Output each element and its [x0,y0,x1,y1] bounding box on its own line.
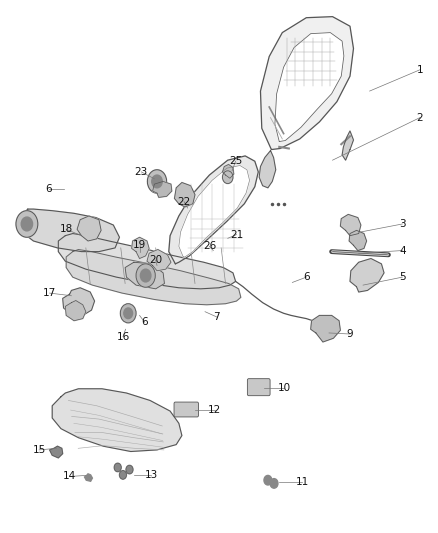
Text: 6: 6 [46,184,52,195]
Circle shape [141,269,151,282]
Polygon shape [349,230,367,251]
Polygon shape [147,249,171,271]
Polygon shape [19,209,120,252]
Polygon shape [342,131,353,160]
Text: 20: 20 [149,255,162,265]
Circle shape [120,304,136,323]
Text: 16: 16 [117,332,130,342]
Polygon shape [63,288,95,316]
Text: 12: 12 [208,405,221,415]
Polygon shape [66,249,241,305]
Circle shape [148,169,166,193]
Circle shape [126,465,133,474]
Polygon shape [350,259,384,292]
Text: 1: 1 [417,65,423,75]
Circle shape [114,463,121,472]
Text: 18: 18 [60,224,73,235]
Circle shape [120,471,127,479]
Text: 19: 19 [133,240,146,250]
Polygon shape [179,165,250,257]
Circle shape [152,175,162,188]
Circle shape [264,475,272,485]
Polygon shape [77,216,101,241]
Polygon shape [340,214,361,236]
Text: 14: 14 [63,472,76,481]
Polygon shape [58,233,236,289]
Polygon shape [261,17,353,150]
Text: 4: 4 [399,246,406,255]
Text: 6: 6 [141,317,148,327]
Text: 7: 7 [213,312,220,322]
Polygon shape [52,389,182,451]
Text: 13: 13 [145,470,158,480]
Text: 15: 15 [32,445,46,455]
Text: 25: 25 [229,156,242,166]
Polygon shape [223,165,234,178]
Polygon shape [85,474,92,481]
Text: 17: 17 [43,288,56,298]
FancyBboxPatch shape [174,402,198,417]
Polygon shape [152,181,172,197]
Text: 3: 3 [399,219,406,229]
Text: 10: 10 [278,383,291,393]
Text: 11: 11 [295,477,309,487]
Text: 21: 21 [230,230,243,240]
Circle shape [21,217,32,231]
Polygon shape [174,182,195,207]
Polygon shape [259,151,276,188]
Text: 23: 23 [134,167,148,177]
Polygon shape [169,156,258,264]
Circle shape [136,264,155,287]
Text: 5: 5 [399,272,406,282]
Circle shape [16,211,38,237]
Circle shape [124,308,133,319]
Text: 9: 9 [346,329,353,339]
Text: 22: 22 [177,197,191,207]
FancyBboxPatch shape [247,378,270,395]
Circle shape [270,479,278,488]
Text: 26: 26 [203,241,216,251]
Polygon shape [125,262,164,289]
Polygon shape [275,33,344,142]
Text: 6: 6 [303,272,310,282]
Polygon shape [132,237,149,259]
Polygon shape [65,301,86,321]
Text: 2: 2 [417,112,423,123]
Polygon shape [49,446,63,458]
Polygon shape [311,316,340,342]
Circle shape [223,171,233,183]
